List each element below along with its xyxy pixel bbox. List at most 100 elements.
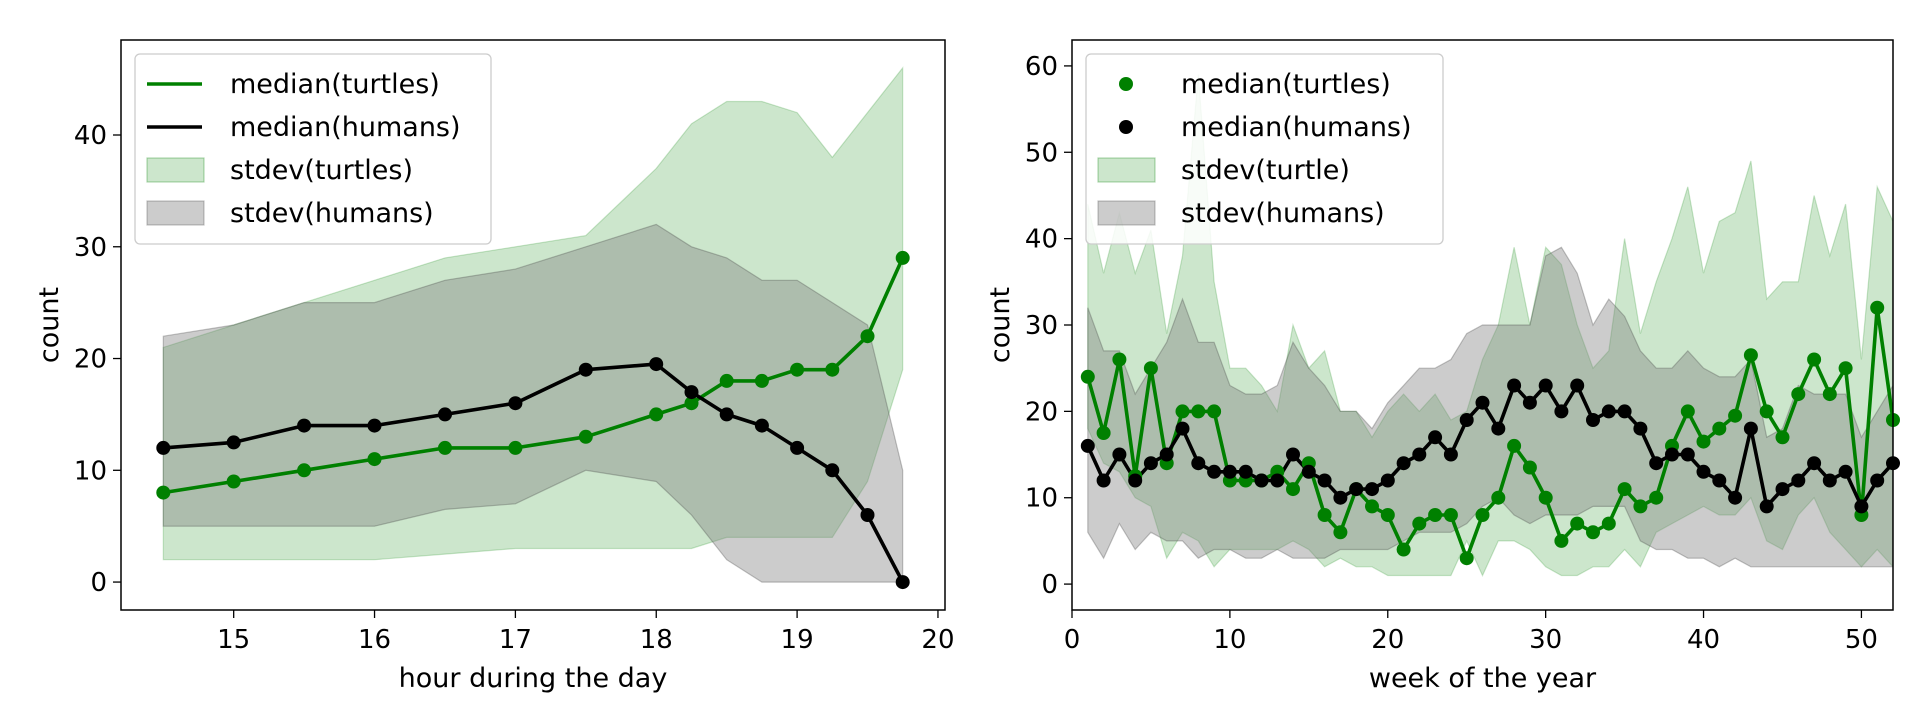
- line-median-humans: [1086, 383, 1893, 509]
- legend-label: median(turtles): [1181, 69, 1391, 100]
- right-chart-panel: 0 10 20 30 40 50 0 10 20 30 40 50 60 week of the year…: [985, 39, 1900, 694]
- point-median-turtles: [1396, 542, 1411, 557]
- legend-label: stdev(turtle): [1181, 155, 1350, 186]
- point-median-humans: [1380, 473, 1395, 488]
- point-median-humans: [790, 440, 805, 455]
- legend-label: median(humans): [230, 112, 461, 143]
- point-median-humans: [1696, 464, 1711, 479]
- legend: median(turtles) median(humans) stdev(turtl…: [1085, 53, 1444, 245]
- point-median-humans: [1333, 490, 1348, 505]
- x-axis-label: week of the year: [1369, 663, 1597, 694]
- point-median-turtles: [895, 250, 910, 265]
- point-median-humans: [1775, 482, 1790, 497]
- x-tick-label: 20: [921, 625, 954, 655]
- point-median-turtles: [1286, 482, 1300, 497]
- legend-handle: [146, 157, 205, 183]
- point-median-turtles: [1507, 438, 1522, 453]
- point-median-turtles: [1522, 460, 1537, 475]
- point-median-humans: [860, 508, 875, 522]
- point-median-humans: [649, 357, 664, 372]
- point-median-humans: [1807, 456, 1822, 471]
- point-median-humans: [825, 463, 840, 478]
- x-tick-label: 50: [1845, 625, 1878, 655]
- point-median-turtles: [1649, 490, 1664, 505]
- point-median-humans: [1254, 473, 1269, 488]
- point-median-humans: [1570, 378, 1585, 393]
- point-median-turtles: [578, 429, 593, 444]
- y-tick-label: 30: [74, 233, 107, 263]
- legend-box: [1085, 53, 1444, 245]
- point-median-turtles: [1207, 404, 1222, 419]
- x-tick-label: 20: [1371, 625, 1404, 655]
- point-median-humans: [1538, 378, 1553, 393]
- point-median-humans: [1443, 447, 1458, 462]
- point-median-turtles: [1775, 430, 1790, 445]
- point-median-turtles: [1712, 421, 1727, 436]
- point-median-humans: [1649, 456, 1664, 471]
- point-median-humans: [1712, 473, 1727, 488]
- point-median-turtles: [1586, 525, 1600, 540]
- x-tick-label: 40: [1687, 625, 1720, 655]
- y-axis-label: count: [34, 287, 65, 363]
- legend-label: median(humans): [1181, 112, 1412, 143]
- point-median-humans: [1112, 447, 1127, 462]
- point-median-humans: [1601, 404, 1616, 419]
- legend-handle: [1119, 120, 1133, 134]
- point-median-humans: [1238, 464, 1253, 479]
- point-median-turtles: [1080, 369, 1095, 384]
- point-median-humans: [226, 435, 241, 450]
- point-median-humans: [1270, 473, 1285, 488]
- point-median-humans: [1159, 447, 1174, 462]
- point-median-turtles: [1459, 551, 1474, 566]
- x-tick-label: 16: [358, 625, 391, 655]
- point-median-humans: [156, 440, 171, 455]
- point-median-humans: [438, 407, 452, 422]
- point-median-humans: [719, 407, 734, 422]
- point-median-humans: [578, 362, 593, 377]
- y-tick-label: 0: [1041, 570, 1058, 600]
- point-median-turtles: [367, 452, 382, 467]
- legend-handle: [1097, 157, 1156, 183]
- point-median-turtles: [1728, 408, 1743, 423]
- point-median-humans: [1665, 447, 1679, 462]
- point-median-turtles: [1333, 525, 1348, 540]
- point-median-turtles: [684, 396, 699, 411]
- point-median-humans: [1759, 499, 1774, 514]
- point-median-humans: [1870, 473, 1885, 488]
- point-median-humans: [1822, 473, 1837, 488]
- point-median-humans: [1586, 413, 1600, 427]
- point-median-humans: [1412, 447, 1427, 462]
- point-median-humans: [1286, 447, 1300, 462]
- point-median-turtles: [1112, 352, 1127, 367]
- point-median-humans: [684, 385, 699, 400]
- legend-label: stdev(humans): [1181, 198, 1385, 229]
- point-median-turtles: [1791, 387, 1806, 402]
- y-tick-label: 0: [90, 568, 107, 598]
- point-median-humans: [297, 418, 312, 433]
- x-tick-label: 19: [781, 625, 814, 655]
- y-tick-label: 40: [74, 121, 107, 151]
- point-median-humans: [1475, 395, 1490, 410]
- point-median-turtles: [156, 485, 171, 500]
- band-stdev-turtles: [162, 66, 904, 561]
- point-median-turtles: [1191, 404, 1206, 419]
- point-median-turtles: [1554, 533, 1569, 548]
- y-tick-label: 40: [1025, 225, 1058, 255]
- point-median-turtles: [1601, 516, 1616, 531]
- point-median-humans: [1507, 378, 1522, 393]
- point-median-turtles: [825, 362, 840, 377]
- point-median-humans: [1349, 482, 1364, 497]
- legend-handle: [1119, 77, 1133, 91]
- point-median-turtles: [1175, 404, 1190, 419]
- x-tick-label: 18: [640, 625, 673, 655]
- x-tick-label: 0: [1064, 625, 1081, 655]
- point-median-turtles: [1380, 508, 1395, 522]
- point-median-humans: [1191, 456, 1206, 471]
- point-median-turtles: [1617, 482, 1632, 497]
- point-median-humans: [754, 418, 769, 433]
- point-median-turtles: [719, 373, 734, 388]
- point-median-humans: [1459, 413, 1474, 427]
- point-median-humans: [1633, 421, 1648, 436]
- point-median-humans: [1491, 421, 1506, 436]
